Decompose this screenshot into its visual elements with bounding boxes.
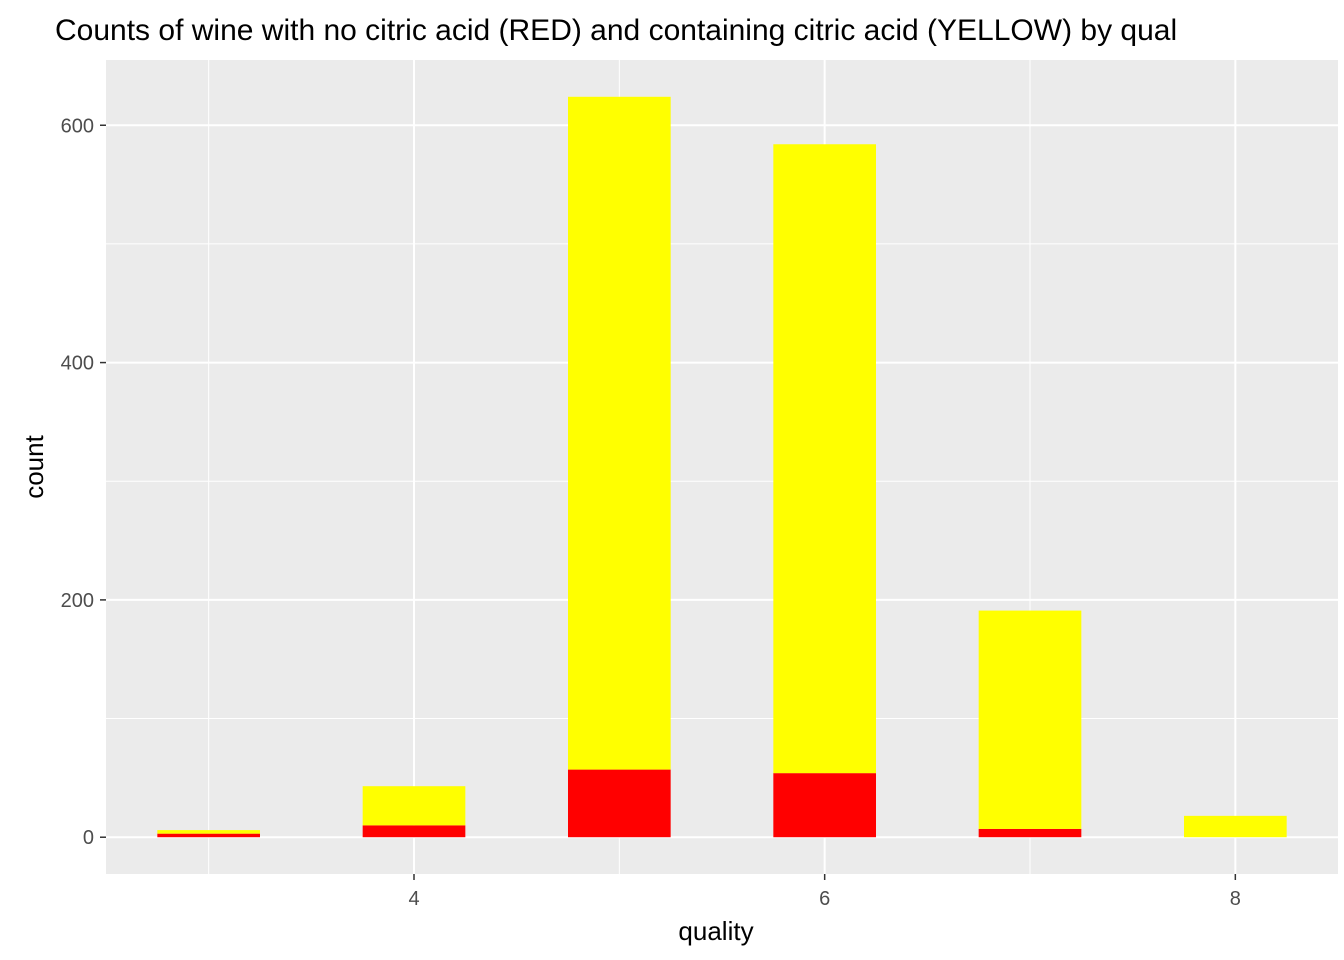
y-tick-label: 400 — [61, 353, 94, 375]
x-tick-label: 4 — [408, 888, 419, 910]
y-tick-label: 600 — [61, 115, 94, 137]
y-axis: 0 200 400 600 — [61, 115, 106, 849]
bar-citric-acid — [1184, 815, 1287, 838]
x-tick-label: 8 — [1230, 888, 1241, 910]
major-gridlines — [106, 60, 1338, 874]
bar-no-citric-acid — [362, 825, 466, 838]
x-tick-label: 6 — [819, 888, 830, 910]
bar-no-citric-acid — [978, 828, 1082, 838]
bar-no-citric-acid — [773, 773, 876, 838]
bar-citric-acid — [978, 610, 1082, 829]
plot-panel — [106, 60, 1338, 874]
bar-citric-acid — [568, 96, 671, 770]
chart-title: Counts of wine with no citric acid (RED)… — [55, 14, 1177, 47]
y-axis-title: count — [19, 434, 49, 498]
bar-citric-acid — [362, 786, 466, 826]
y-tick-label: 200 — [61, 590, 94, 612]
bars — [157, 96, 1287, 838]
y-tick-label: 0 — [83, 827, 94, 849]
bar-no-citric-acid — [568, 769, 671, 838]
bar-citric-acid — [773, 144, 876, 774]
bar-no-citric-acid — [157, 833, 260, 838]
x-axis: 4 6 8 — [408, 874, 1241, 910]
x-axis-title: quality — [678, 916, 753, 946]
bar-citric-acid — [157, 830, 260, 834]
